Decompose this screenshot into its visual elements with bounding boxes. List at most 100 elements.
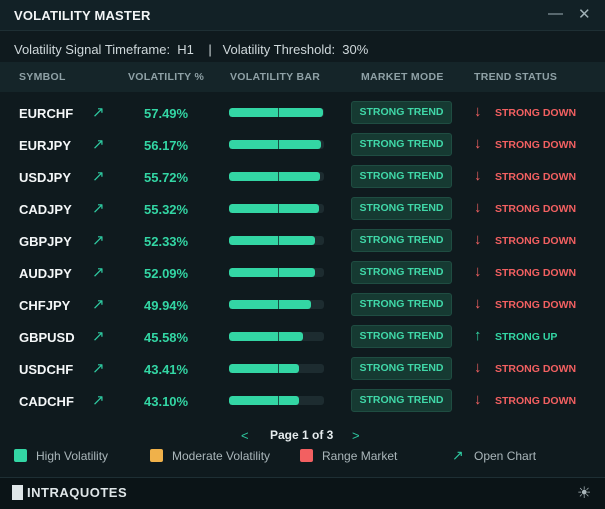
trend-status: STRONG DOWN xyxy=(495,235,577,247)
legend-moderate-volatility: Moderate Volatility xyxy=(172,449,271,463)
volatility-value: 45.58% xyxy=(144,330,189,345)
table-row: EURJPY ↗ 56.17% STRONG TREND ↓ STRONG DOWN xyxy=(0,129,605,161)
volatility-value: 52.33% xyxy=(144,234,189,249)
arrow-up-icon: ↑ xyxy=(474,327,482,344)
close-icon[interactable]: ✕ xyxy=(578,6,591,23)
symbol-cell: CADJPY xyxy=(19,202,72,217)
volatility-value: 57.49% xyxy=(144,106,189,121)
symbol-cell: GBPUSD xyxy=(19,330,75,345)
volatility-bar xyxy=(229,108,324,117)
legend-high-volatility: High Volatility xyxy=(36,449,109,463)
open-chart-icon[interactable]: ↗ xyxy=(92,328,105,345)
market-mode-badge: STRONG TREND xyxy=(351,133,452,156)
market-mode-badge: STRONG TREND xyxy=(351,261,452,284)
footer: INTRAQUOTES ☀ xyxy=(0,477,605,509)
volatility-value: 49.94% xyxy=(144,298,189,313)
open-chart-icon: ↗ xyxy=(452,447,464,463)
market-mode-badge: STRONG TREND xyxy=(351,165,452,188)
market-mode-badge: STRONG TREND xyxy=(351,101,452,124)
volatility-bar xyxy=(229,332,324,341)
arrow-down-icon: ↓ xyxy=(474,391,482,408)
moderate-volatility-swatch xyxy=(150,449,163,462)
volatility-bar-threshold-mark xyxy=(278,204,279,213)
volatility-bar-fill xyxy=(229,236,315,245)
table-row: CHFJPY ↗ 49.94% STRONG TREND ↓ STRONG DOWN xyxy=(0,289,605,321)
market-mode-badge: STRONG TREND xyxy=(351,229,452,252)
volatility-bar xyxy=(229,300,324,309)
symbol-cell: EURCHF xyxy=(19,106,74,121)
arrow-down-icon: ↓ xyxy=(474,199,482,216)
intraquotes-logo-mark xyxy=(12,485,23,500)
volatility-value: 55.32% xyxy=(144,202,189,217)
theme-toggle-icon[interactable]: ☀ xyxy=(577,485,592,502)
volatility-bar xyxy=(229,172,324,181)
table-row: CADCHF ↗ 43.10% STRONG TREND ↓ STRONG DOWN xyxy=(0,385,605,417)
volatility-value: 43.41% xyxy=(144,362,189,377)
arrow-down-icon: ↓ xyxy=(474,263,482,280)
app-title: VOLATILITY MASTER xyxy=(14,8,151,23)
column-header-volatility-bar: VOLATILITY BAR xyxy=(230,71,321,83)
arrow-down-icon: ↓ xyxy=(474,295,482,312)
volatility-value: 56.17% xyxy=(144,138,189,153)
volatility-bar xyxy=(229,140,324,149)
open-chart-icon[interactable]: ↗ xyxy=(92,200,105,217)
open-chart-icon[interactable]: ↗ xyxy=(92,392,105,409)
high-volatility-swatch xyxy=(14,449,27,462)
trend-status: STRONG DOWN xyxy=(495,107,577,119)
symbol-cell: USDCHF xyxy=(19,362,74,377)
table-row: GBPUSD ↗ 45.58% STRONG TREND ↑ STRONG UP xyxy=(0,321,605,353)
trend-status: STRONG DOWN xyxy=(495,203,577,215)
table-row: USDJPY ↗ 55.72% STRONG TREND ↓ STRONG DOWN xyxy=(0,161,605,193)
column-header-trend-status: TREND STATUS xyxy=(474,71,558,83)
volatility-bar-fill xyxy=(229,204,319,213)
table-row: GBPJPY ↗ 52.33% STRONG TREND ↓ STRONG DOWN xyxy=(0,225,605,257)
page-indicator: Page 1 of 3 xyxy=(270,428,334,442)
open-chart-icon[interactable]: ↗ xyxy=(92,296,105,313)
minimize-icon[interactable]: — xyxy=(548,5,563,22)
open-chart-icon[interactable]: ↗ xyxy=(92,360,105,377)
volatility-bar-fill xyxy=(229,364,299,373)
volatility-bar-fill xyxy=(229,300,311,309)
volatility-value: 52.09% xyxy=(144,266,189,281)
market-mode-badge: STRONG TREND xyxy=(351,197,452,220)
trend-status: STRONG DOWN xyxy=(495,363,577,375)
trend-status: STRONG DOWN xyxy=(495,395,577,407)
column-header-volatility: VOLATILITY % xyxy=(128,71,205,83)
legend-open-chart: Open Chart xyxy=(474,449,537,463)
arrow-down-icon: ↓ xyxy=(474,167,482,184)
volatility-bar xyxy=(229,268,324,277)
market-mode-badge: STRONG TREND xyxy=(351,293,452,316)
volatility-bar-fill xyxy=(229,140,321,149)
arrow-down-icon: ↓ xyxy=(474,135,482,152)
brand-logo: INTRAQUOTES xyxy=(27,485,128,500)
table-row: USDCHF ↗ 43.41% STRONG TREND ↓ STRONG DOWN xyxy=(0,353,605,385)
trend-status: STRONG DOWN xyxy=(495,299,577,311)
volatility-bar xyxy=(229,236,324,245)
open-chart-icon[interactable]: ↗ xyxy=(92,264,105,281)
open-chart-icon[interactable]: ↗ xyxy=(92,232,105,249)
open-chart-icon[interactable]: ↗ xyxy=(92,136,105,153)
volatility-bar xyxy=(229,204,324,213)
volatility-bar-fill xyxy=(229,396,299,405)
market-mode-badge: STRONG TREND xyxy=(351,389,452,412)
table-row: EURCHF ↗ 57.49% STRONG TREND ↓ STRONG DOWN xyxy=(0,97,605,129)
legend-range-market: Range Market xyxy=(322,449,398,463)
range-market-swatch xyxy=(300,449,313,462)
column-header-market-mode: MARKET MODE xyxy=(361,71,444,83)
arrow-down-icon: ↓ xyxy=(474,103,482,120)
volatility-bar-threshold-mark xyxy=(278,140,279,149)
arrow-down-icon: ↓ xyxy=(474,231,482,248)
symbol-cell: AUDJPY xyxy=(19,266,72,281)
volatility-bar-fill xyxy=(229,332,303,341)
open-chart-icon[interactable]: ↗ xyxy=(92,104,105,121)
next-page-button[interactable]: > xyxy=(352,428,360,443)
table-row: CADJPY ↗ 55.32% STRONG TREND ↓ STRONG DOWN xyxy=(0,193,605,225)
volatility-bar-threshold-mark xyxy=(278,172,279,181)
volatility-bar-fill xyxy=(229,172,320,181)
open-chart-icon[interactable]: ↗ xyxy=(92,168,105,185)
volatility-bar-fill xyxy=(229,108,323,117)
volatility-bar-threshold-mark xyxy=(278,332,279,341)
table-header: SYMBOL VOLATILITY % VOLATILITY BAR MARKE… xyxy=(0,62,605,92)
symbol-cell: USDJPY xyxy=(19,170,72,185)
prev-page-button[interactable]: < xyxy=(241,428,249,443)
